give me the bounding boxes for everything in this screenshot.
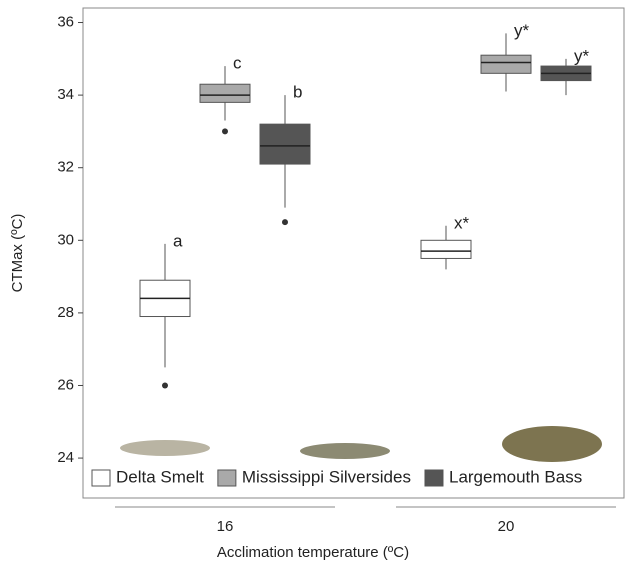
significance-label: c (233, 54, 242, 73)
legend-swatch (217, 469, 237, 487)
box (480, 54, 532, 74)
y-tick-label: 24 (57, 449, 74, 466)
y-tick-label: 30 (57, 231, 74, 248)
x-axis-label: Acclimation temperature (ºC) (217, 544, 409, 561)
significance-label: a (173, 231, 183, 250)
box (420, 239, 472, 259)
box (199, 83, 251, 103)
x-tick-label: 16 (217, 518, 234, 535)
fish-silversides (300, 443, 390, 459)
y-tick-label: 32 (57, 159, 74, 176)
outlier (222, 128, 228, 135)
legend-label: Mississippi Silversides (242, 467, 411, 486)
y-tick-label: 26 (57, 376, 74, 393)
significance-label: b (293, 83, 302, 102)
significance-label: x* (454, 213, 470, 232)
fish-largemouth-bass (502, 426, 602, 462)
fish-delta-smelt (120, 440, 210, 456)
y-tick-label: 34 (57, 86, 74, 103)
outlier (162, 382, 168, 389)
significance-label: y* (574, 46, 590, 65)
legend-swatch (91, 469, 111, 487)
legend-label: Largemouth Bass (449, 467, 582, 486)
outlier (282, 219, 288, 226)
legend-label: Delta Smelt (116, 467, 204, 486)
y-tick-label: 36 (57, 13, 74, 30)
y-tick-label: 28 (57, 304, 74, 321)
fish-illustrations (120, 426, 602, 462)
legend-swatch (424, 469, 444, 487)
plot-frame (82, 7, 625, 499)
x-tick-label: 20 (498, 518, 515, 535)
significance-label: y* (514, 21, 530, 40)
y-axis-label: CTMax (ºC) (9, 214, 26, 293)
box (259, 123, 311, 165)
